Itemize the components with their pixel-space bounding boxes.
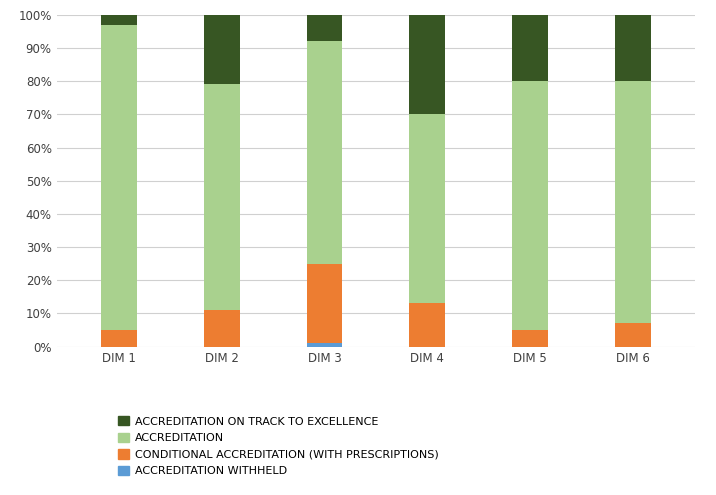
Bar xyxy=(306,343,342,346)
Bar xyxy=(306,15,342,42)
Legend: ACCREDITATION ON TRACK TO EXCELLENCE, ACCREDITATION, CONDITIONAL ACCREDITATION (: ACCREDITATION ON TRACK TO EXCELLENCE, AC… xyxy=(114,412,443,481)
Bar xyxy=(204,15,240,85)
Bar xyxy=(615,15,651,81)
Bar xyxy=(306,263,342,343)
Bar xyxy=(410,15,445,114)
Bar xyxy=(410,303,445,346)
Bar xyxy=(512,81,548,330)
Bar xyxy=(204,310,240,346)
Bar xyxy=(410,114,445,303)
Bar xyxy=(615,81,651,323)
Bar xyxy=(101,15,137,25)
Bar xyxy=(101,330,137,346)
Bar xyxy=(101,25,137,330)
Bar xyxy=(204,85,240,310)
Bar xyxy=(512,330,548,346)
Bar xyxy=(512,15,548,81)
Bar xyxy=(306,42,342,263)
Bar xyxy=(615,323,651,346)
